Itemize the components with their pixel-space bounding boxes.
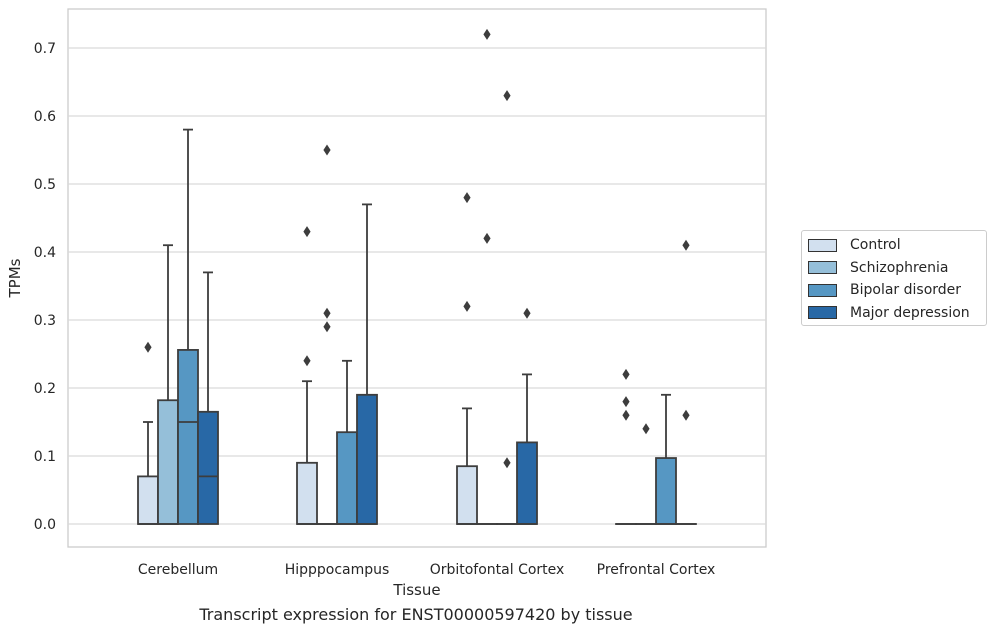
box xyxy=(655,457,677,525)
box-control xyxy=(615,368,637,525)
outlier-point xyxy=(323,144,331,156)
outlier-point xyxy=(303,355,311,367)
outlier-point xyxy=(622,409,630,421)
box-major-depression xyxy=(516,307,538,525)
box xyxy=(177,349,199,525)
outlier-point xyxy=(503,90,511,102)
legend-swatch xyxy=(808,283,837,297)
x-tick-label: Hipppocampus xyxy=(285,562,390,578)
box xyxy=(137,475,159,525)
box-bipolar-disorder xyxy=(177,128,199,525)
y-tick-label: 0.6 xyxy=(34,109,56,125)
y-tick-label: 0.2 xyxy=(34,381,56,397)
box-bipolar-disorder xyxy=(336,359,358,525)
x-tick-label: Prefrontal Cortex xyxy=(597,562,716,578)
y-ticks: 0.0 0.1 0.2 0.3 0.4 0.5 0.6 0.7 xyxy=(34,41,56,533)
outlier-point xyxy=(463,192,471,204)
legend-item: Bipolar disorder xyxy=(808,280,961,300)
box xyxy=(197,410,219,525)
outlier-point xyxy=(682,239,690,251)
legend-label: Bipolar disorder xyxy=(850,282,962,298)
box-control xyxy=(296,226,318,525)
legend-swatch xyxy=(808,238,837,252)
legend-item: Major depression xyxy=(808,303,970,323)
y-tick-label: 0.5 xyxy=(34,177,56,193)
box-schizophrenia xyxy=(476,28,498,525)
x-ticks: Cerebellum Hipppocampus Orbitofontal Corte… xyxy=(138,562,715,578)
box-schizophrenia xyxy=(316,144,338,525)
y-tick-label: 0.4 xyxy=(34,245,56,261)
box xyxy=(516,441,538,525)
box xyxy=(336,431,358,525)
box xyxy=(456,465,478,525)
outlier-point xyxy=(642,423,650,435)
outlier-point xyxy=(523,307,531,319)
x-tick-label: Orbitofontal Cortex xyxy=(430,562,565,578)
outlier-point xyxy=(144,341,152,353)
outlier-point xyxy=(503,457,511,469)
box-control xyxy=(137,341,159,525)
legend-label: Control xyxy=(850,237,901,253)
box-major-depression xyxy=(356,203,378,525)
outlier-point xyxy=(323,321,331,333)
box-major-depression xyxy=(675,239,697,525)
chart-title: Transcript expression for ENST0000059742… xyxy=(199,605,633,624)
box-bipolar-disorder xyxy=(496,90,518,525)
outlier-point xyxy=(622,368,630,380)
x-tick-label: Cerebellum xyxy=(138,562,218,578)
box-bipolar-disorder xyxy=(655,393,677,525)
y-axis-title: TPMs xyxy=(6,258,24,298)
y-tick-label: 0.7 xyxy=(34,41,56,57)
outlier-point xyxy=(682,409,690,421)
outlier-point xyxy=(323,307,331,319)
legend-swatch xyxy=(808,261,837,274)
box xyxy=(356,393,378,525)
legend-item: Schizophrenia xyxy=(808,258,948,278)
y-tick-label: 0.0 xyxy=(34,517,56,533)
outlier-point xyxy=(303,226,311,238)
box-schizophrenia xyxy=(635,423,657,525)
outlier-point xyxy=(483,232,491,244)
box-major-depression xyxy=(197,271,219,525)
box-control xyxy=(456,192,478,525)
outlier-point xyxy=(622,396,630,408)
legend-swatch xyxy=(808,306,837,319)
outlier-point xyxy=(463,300,471,312)
legend-label: Major depression xyxy=(850,304,970,321)
legend: Control Schizophrenia Bipolar disorder Majo… xyxy=(801,230,987,326)
x-axis-title: Tissue xyxy=(392,581,440,599)
outlier-point xyxy=(483,28,491,40)
y-tick-label: 0.1 xyxy=(34,449,56,465)
legend-label: Schizophrenia xyxy=(850,259,949,276)
legend-item: Control xyxy=(808,235,901,255)
box xyxy=(296,461,318,525)
box xyxy=(157,399,179,525)
y-tick-label: 0.3 xyxy=(34,313,56,329)
boxes xyxy=(137,28,697,525)
